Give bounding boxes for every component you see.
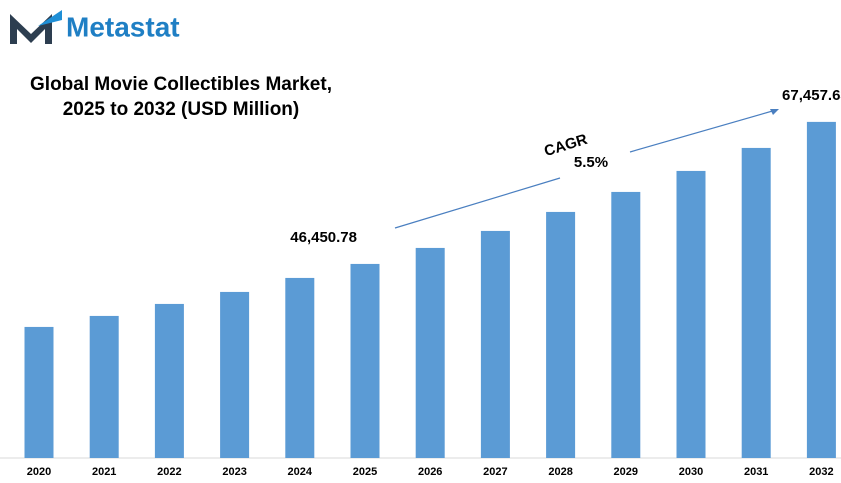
x-tick-label: 2030: [679, 466, 703, 478]
logo: Metastat: [10, 10, 180, 44]
value-label: 46,450.78: [290, 229, 357, 246]
bar: [220, 291, 250, 458]
bar: [285, 277, 315, 458]
bar: [806, 121, 836, 458]
x-tick-label: 2020: [27, 466, 51, 478]
chart-title: 2025 to 2032 (USD Million): [63, 99, 300, 120]
bar: [480, 230, 510, 458]
logo-icon: [10, 14, 52, 44]
chart-title: Global Movie Collectibles Market,: [30, 74, 332, 95]
x-tick-label: 2023: [222, 466, 246, 478]
bar: [676, 170, 706, 458]
x-tick-label: 2032: [809, 466, 833, 478]
x-tick-label: 2031: [744, 466, 768, 478]
cagr-arrow: [629, 109, 777, 153]
bar: [611, 191, 641, 458]
bar: [741, 147, 771, 459]
bar: [546, 211, 576, 458]
bar: [89, 315, 119, 458]
bar: [154, 303, 184, 458]
bar: [350, 263, 380, 458]
logo-accent: [38, 10, 62, 26]
x-tick-label: 2021: [92, 466, 116, 478]
bar: [415, 247, 445, 458]
cagr-arrow: [394, 177, 561, 229]
x-tick-label: 2027: [483, 466, 507, 478]
x-tick-label: 2025: [353, 466, 377, 478]
arrow-head: [770, 109, 779, 115]
value-label: 67,457.63: [782, 87, 841, 104]
x-tick-label: 2028: [548, 466, 572, 478]
x-tick-label: 2022: [157, 466, 181, 478]
brand: Metastat: [66, 11, 180, 42]
bar: [24, 326, 54, 458]
cagr-value: 5.5%: [574, 154, 608, 171]
x-tick-label: 2024: [288, 466, 313, 478]
x-tick-label: 2026: [418, 466, 442, 478]
x-tick-label: 2029: [614, 466, 638, 478]
